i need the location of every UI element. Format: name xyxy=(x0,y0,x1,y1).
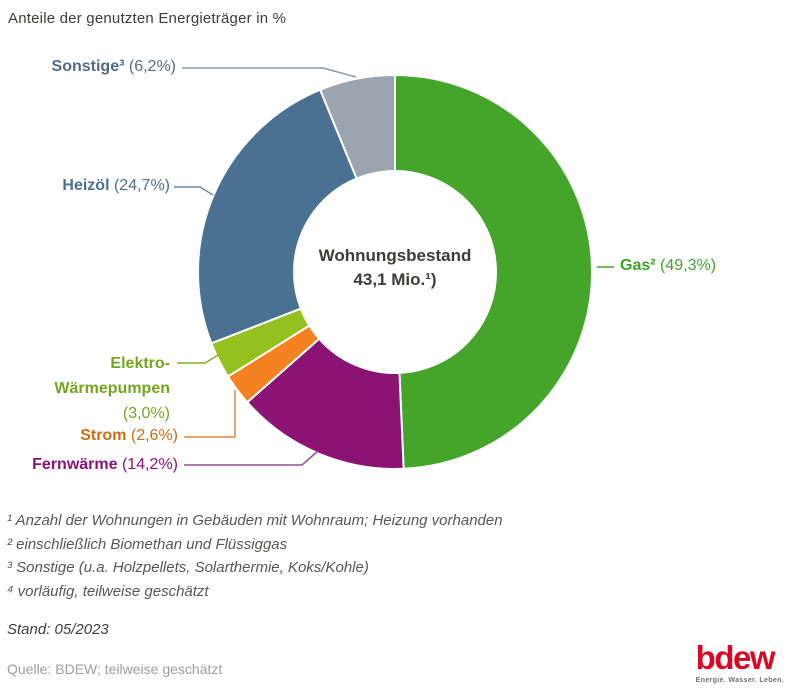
chart-title: Anteile der genutzten Energieträger in % xyxy=(8,10,287,27)
date-stamp: Stand: 05/2023 xyxy=(7,621,109,638)
bdew-logo-tagline: Energie. Wasser. Leben. xyxy=(695,677,784,684)
donut-center-label: Wohnungsbestand 43,1 Mio.¹) xyxy=(245,244,545,292)
slice-label-strom: Strom (2,6%) xyxy=(80,427,178,445)
slice-label-heizoel-percent: (24,7%) xyxy=(113,177,170,194)
leader-line-sonstige xyxy=(182,67,357,78)
slice-label-waermepumpen-name: Elektro- Wärmepumpen xyxy=(54,355,170,397)
slice-label-sonstige-percent: (6,2%) xyxy=(128,58,176,75)
slice-label-strom-percent: (2,6%) xyxy=(130,427,178,444)
leader-line-strom xyxy=(184,390,236,438)
donut-chart xyxy=(174,67,614,470)
footnote-2: ² einschließlich Biomethan und Flüssigga… xyxy=(7,535,288,553)
slice-label-gas-percent: (49,3%) xyxy=(660,257,717,274)
slice-label-heizoel-name: Heizöl xyxy=(62,177,110,194)
slice-label-strom-name: Strom xyxy=(80,427,127,444)
footnotes: ¹ Anzahl der Wohnungen in Gebäuden mit W… xyxy=(7,509,503,603)
slice-label-sonstige-name: Sonstige³ xyxy=(51,58,125,75)
donut-segment-fernwaerme xyxy=(245,337,405,470)
slice-label-sonstige: Sonstige³ (6,2%) xyxy=(52,58,176,76)
leader-line-fernwaerme xyxy=(184,450,319,466)
bdew-logo: bdew Energie. Wasser. Leben. xyxy=(696,641,784,684)
source-note: Quelle: BDEW; teilweise geschätzt xyxy=(7,661,223,677)
donut-segment-gas xyxy=(394,73,593,470)
slice-label-gas-name: Gas² xyxy=(620,257,656,274)
slice-label-fernwaerme-percent: (14,2%) xyxy=(121,456,178,473)
leader-line-heizoel xyxy=(174,186,214,196)
donut-segment-sonstige xyxy=(318,73,396,180)
leader-line-waermepumpen xyxy=(177,354,219,364)
slice-label-waermepumpen: Elektro- Wärmepumpen (3,0%) xyxy=(54,351,170,426)
footnote-1: ¹ Anzahl der Wohnungen in Gebäuden mit W… xyxy=(7,512,503,529)
slice-label-gas: Gas² (49,3%) xyxy=(620,257,716,275)
slice-label-fernwaerme: Fernwärme (14,2%) xyxy=(32,456,178,474)
slice-label-waermepumpen-percent: (3,0%) xyxy=(122,405,170,422)
footnote-4: ⁴ vorläufig, teilweise geschätzt xyxy=(7,582,209,600)
bdew-logo-text: bdew xyxy=(695,639,776,676)
donut-segment-heizoel xyxy=(197,88,358,345)
slice-label-heizoel: Heizöl (24,7%) xyxy=(62,177,170,195)
center-label-line2: 43,1 Mio.¹) xyxy=(353,270,437,289)
center-label-line1: Wohnungsbestand xyxy=(318,246,472,265)
footnote-3: ³ Sonstige (u.a. Holzpellets, Solartherm… xyxy=(7,559,369,576)
slice-label-fernwaerme-name: Fernwärme xyxy=(32,456,118,473)
